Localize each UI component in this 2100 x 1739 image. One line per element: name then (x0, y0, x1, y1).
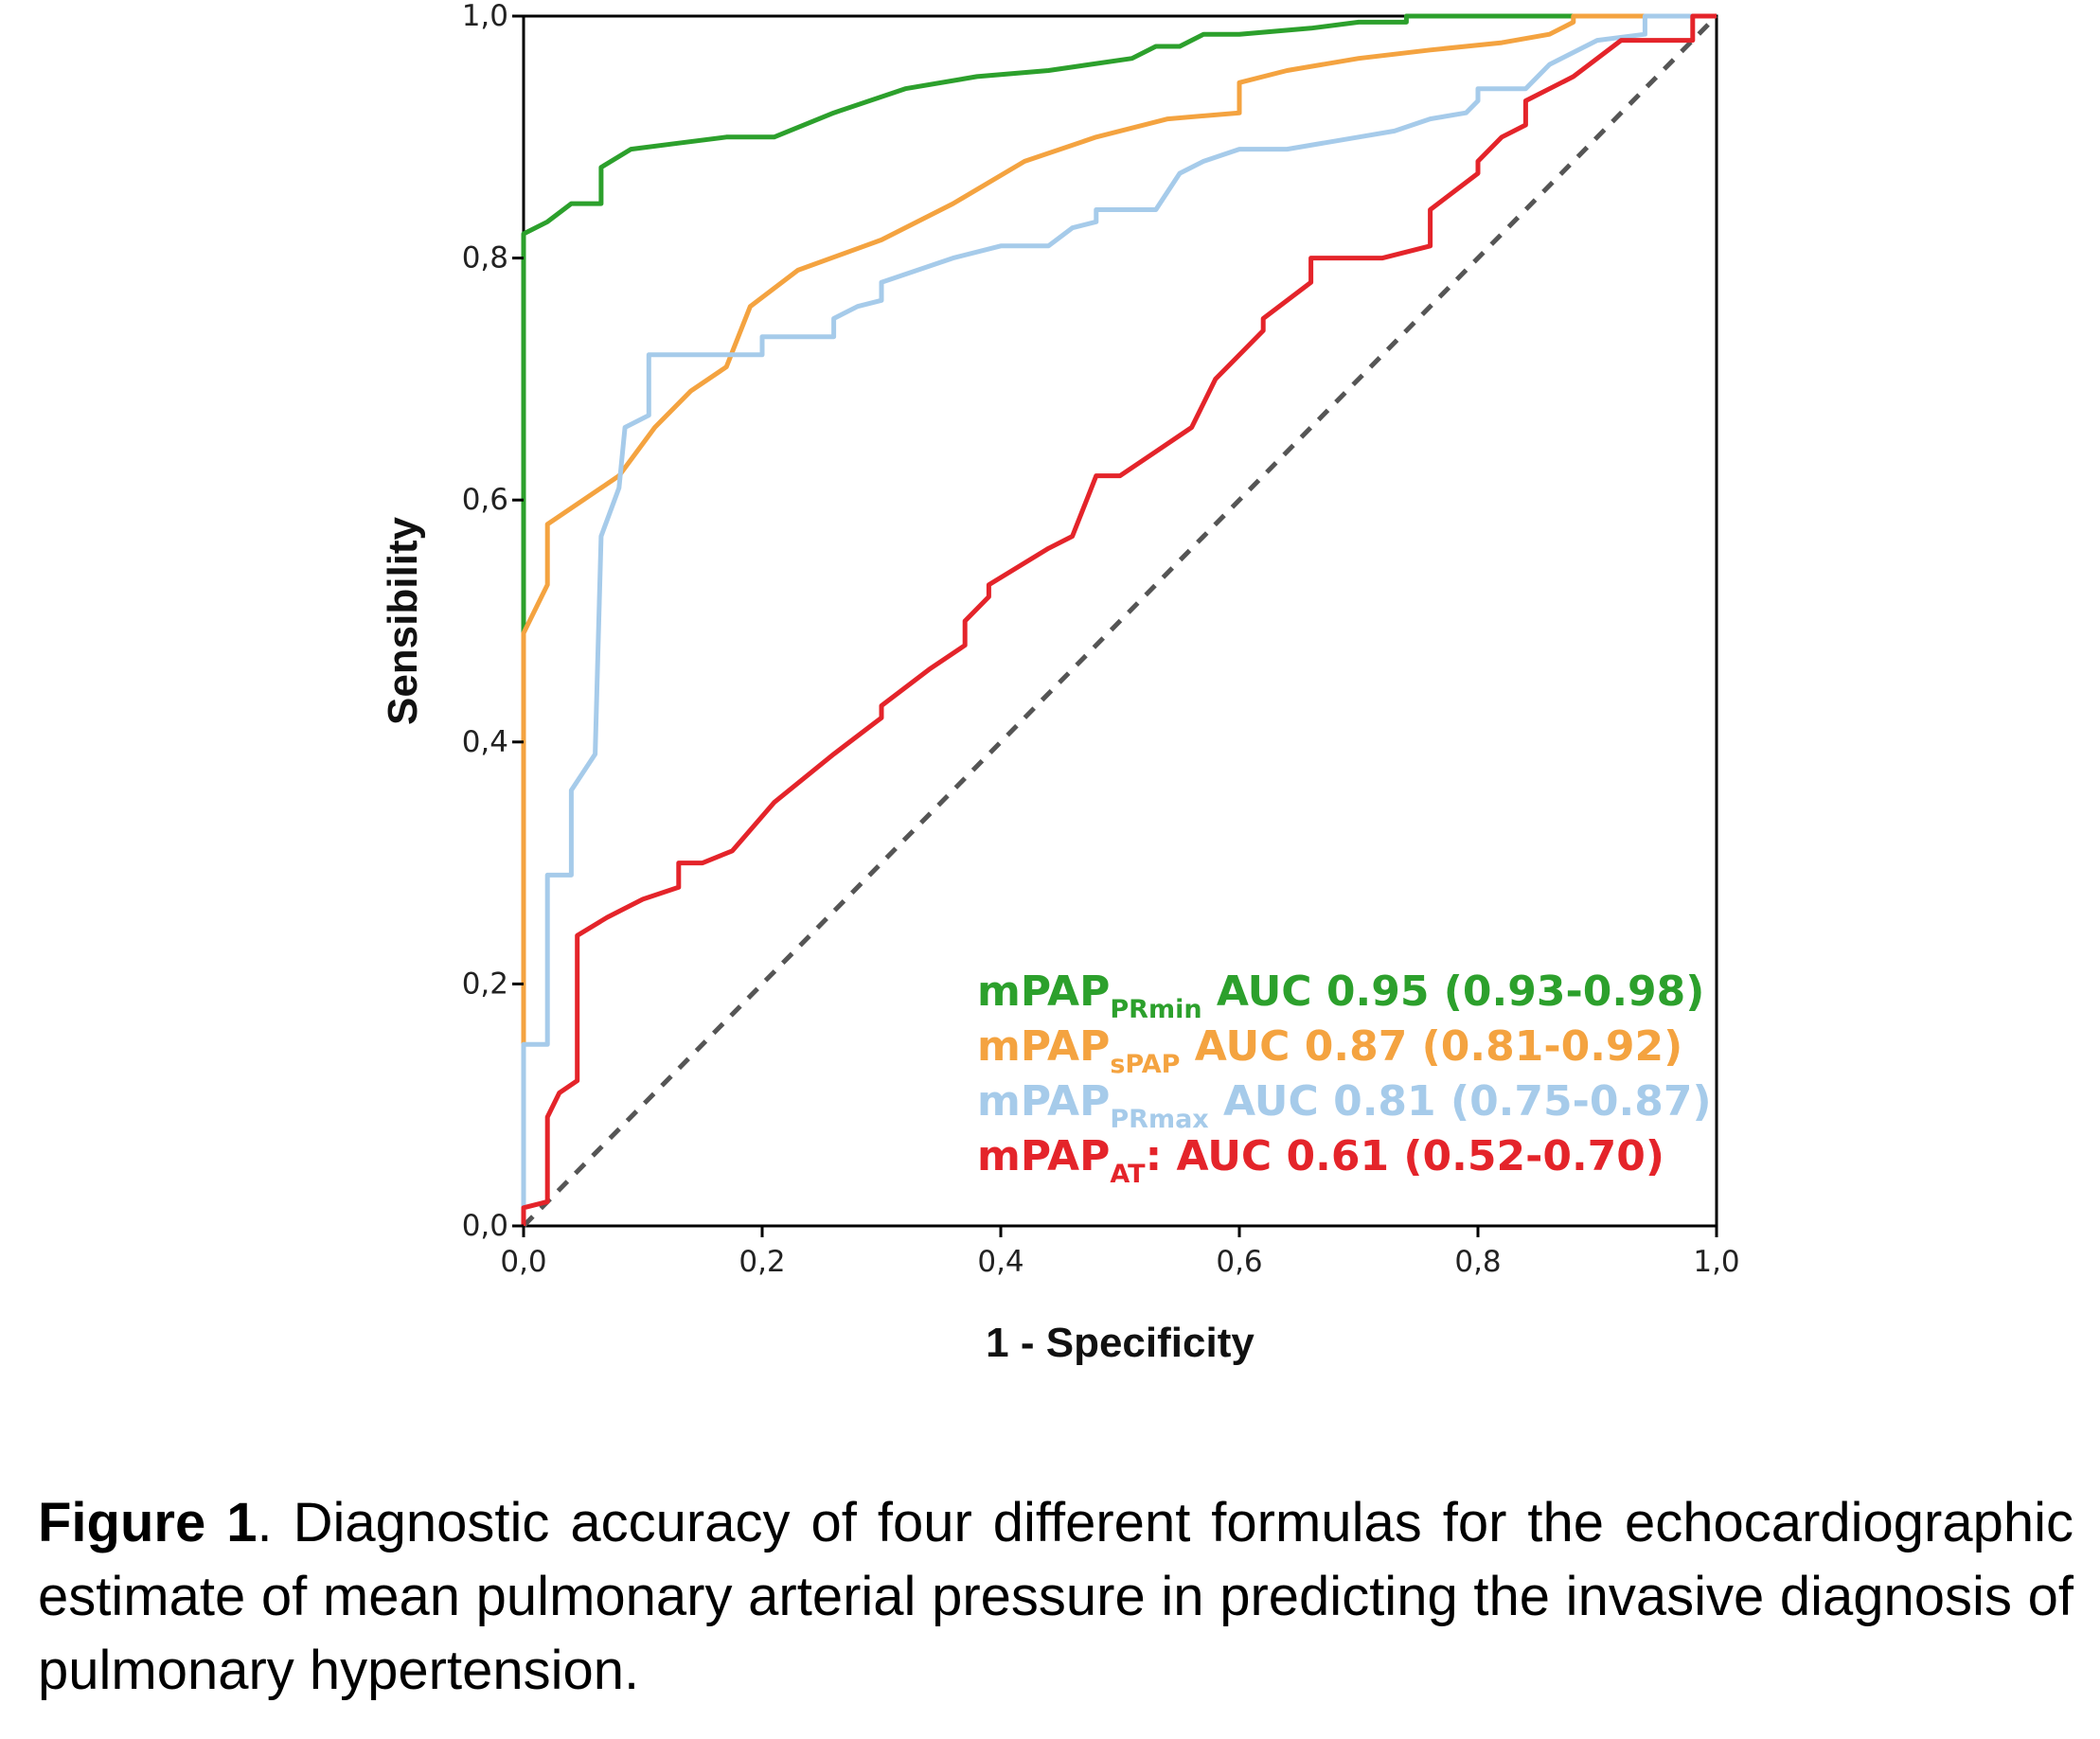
series-layer (521, 13, 1717, 1226)
y-tick-label: 0,6 (462, 483, 508, 517)
x-axis-title: 1 - Specificity (986, 1320, 1255, 1366)
roc-curve-spap (521, 13, 1717, 1226)
reference-diagonal-line (522, 14, 1718, 1228)
x-tick-label: 0,8 (1454, 1245, 1501, 1279)
y-tick-label: 0,8 (462, 241, 508, 275)
legend-entry-spap: mPAPsPAP AUC 0.87 (0.81-0.92) (977, 1022, 1682, 1079)
x-axis: 0,0 0,2 0,4 0,6 0,8 1,0 (500, 1226, 1740, 1279)
y-axis-title: Sensibility (380, 516, 426, 725)
caption-label: Figure 1 (38, 1492, 258, 1553)
roc-chart: 0,0 0,2 0,4 0,6 0,8 1,0 0,0 0,2 0,4 0,6 0,8 1,0 1 … (380, 0, 1740, 1366)
x-tick-label: 1,0 (1693, 1245, 1739, 1279)
x-tick-label: 0,2 (739, 1245, 785, 1279)
legend-entry-prmin: mPAPPRmin AUC 0.95 (0.93-0.98) (977, 967, 1704, 1024)
caption-text: . Diagnostic accuracy of four different … (38, 1492, 2073, 1701)
roc-curve-prmin (521, 13, 1717, 1226)
y-tick-label: 0,0 (462, 1209, 508, 1243)
x-tick-label: 0,6 (1216, 1245, 1262, 1279)
legend-entry-prmax: mPAPPRmax AUC 0.81 (0.75-0.87) (977, 1077, 1712, 1134)
legend-entry-at: mPAPAT: AUC 0.61 (0.52-0.70) (977, 1132, 1664, 1189)
y-axis: 0,0 0,2 0,4 0,6 0,8 1,0 (462, 0, 524, 1243)
y-tick-label: 1,0 (462, 0, 508, 33)
x-tick-label: 0,4 (977, 1245, 1023, 1279)
roc-curve-prmax (521, 13, 1717, 1226)
roc-curve-at (521, 13, 1717, 1226)
legend: mPAPPRmin AUC 0.95 (0.93-0.98)mPAPsPAP A… (977, 967, 1712, 1189)
y-tick-label: 0,2 (462, 967, 508, 1001)
x-tick-label: 0,0 (500, 1245, 546, 1279)
figure-caption: Figure 1. Diagnostic accuracy of four di… (38, 1486, 2073, 1708)
y-tick-label: 0,4 (462, 725, 508, 759)
